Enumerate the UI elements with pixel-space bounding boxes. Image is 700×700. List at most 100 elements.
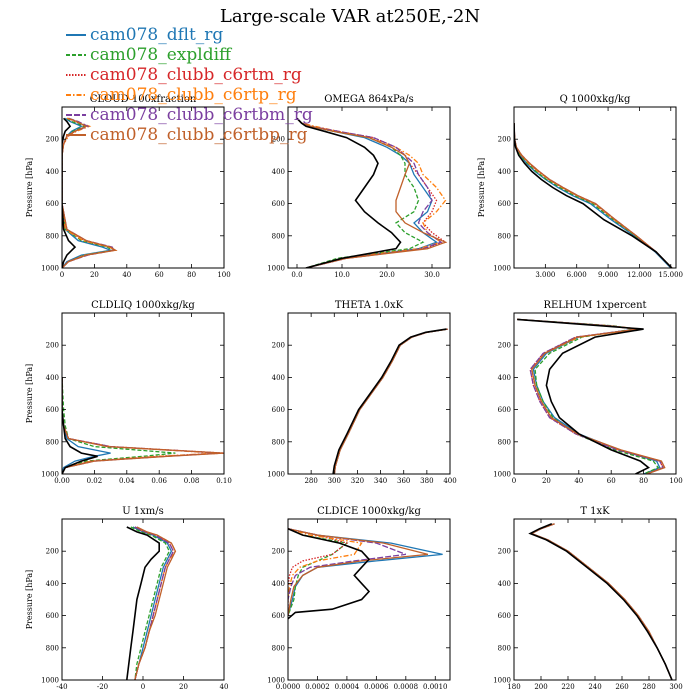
- y-tick-label: 1000: [493, 471, 511, 479]
- series-line-cam078_clubb_c6rtp_rg: [529, 523, 673, 680]
- y-axis-label: Pressure [hPa]: [25, 570, 34, 630]
- legend-label: cam078_clubb_c6rtbm_rg: [90, 105, 313, 125]
- plot-frame: [513, 106, 677, 269]
- x-tick-label: 80: [187, 271, 196, 279]
- chart-panel-8: 0.0000 0.0002 0.0004 0.0006 0.0008 0.0010 200 4…: [267, 506, 451, 691]
- legend-label: cam078_clubb_c6rtm_rg: [90, 65, 302, 85]
- y-tick-label: 1000: [41, 677, 59, 685]
- chart-panel-4: 0.00 0.02 0.04 0.06 0.08 0.10 200 400 600 800 1000…: [25, 300, 232, 485]
- y-tick-label: 1000: [41, 265, 59, 273]
- x-tick-label: 100: [217, 271, 230, 279]
- panel-title: U 1xm/s: [122, 506, 164, 517]
- y-tick-label: 200: [272, 136, 285, 144]
- y-tick-label: 800: [498, 438, 511, 446]
- chart-panel-9: 180 200 220 240 260 280 300 200 400 600 800 1000 T 1…: [493, 506, 683, 691]
- curves: [332, 328, 448, 474]
- panel-title: CLOUD 100xfraction: [90, 94, 197, 105]
- x-tick-label: 360: [397, 477, 410, 485]
- series-line-cam078_clubb_c6rtbp_rg: [296, 117, 448, 268]
- y-tick-label: 400: [498, 168, 511, 176]
- curves: [528, 523, 673, 680]
- panels-grid: 0 20 40 60 80 100 200 400 600 800 1000 CLOUD 100xfr…: [25, 94, 683, 691]
- x-tick-label: 100: [669, 477, 682, 485]
- chart-panel-2: 0.0 10.0 20.0 30.0 200 400 600 800 1000 OMEGA 864…: [267, 94, 451, 279]
- panel-title: T 1xK: [580, 506, 610, 517]
- series-line-unlabeled: [62, 377, 98, 474]
- series-line-cam078_expldiff: [130, 526, 171, 680]
- series-line-cam078_expldiff: [296, 117, 425, 268]
- legend: cam078_dflt_rgcam078_expldiffcam078_club…: [66, 25, 313, 145]
- series-line-cam078_clubb_c6rtm_rg: [529, 523, 673, 680]
- y-tick-label: 1000: [493, 265, 511, 273]
- series-line-cam078_clubb_c6rtbp_rg: [333, 328, 448, 474]
- y-tick-label: 400: [498, 580, 511, 588]
- y-tick-label: 400: [46, 374, 59, 382]
- x-tick-label: 0.00: [54, 477, 70, 485]
- y-tick-label: 1000: [41, 471, 59, 479]
- y-axis-label: Pressure [hPa]: [25, 364, 34, 424]
- x-tick-label: 9.000: [598, 271, 618, 279]
- legend-label: cam078_clubb_c6rtbp_rg: [90, 125, 308, 145]
- chart-panel-1: 0 20 40 60 80 100 200 400 600 800 1000 CLOUD 100xfr…: [25, 94, 231, 279]
- x-tick-label: 0.0002: [305, 683, 330, 691]
- legend-label: cam078_dflt_rg: [90, 25, 223, 45]
- x-tick-label: 380: [420, 477, 433, 485]
- x-tick-label: 0.0008: [394, 683, 419, 691]
- y-tick-label: 200: [46, 548, 59, 556]
- series-line-cam078_dflt_rg: [529, 523, 673, 680]
- x-tick-label: 20: [90, 271, 99, 279]
- y-tick-label: 1000: [267, 471, 285, 479]
- panel-title: OMEGA 864xPa/s: [324, 94, 414, 105]
- x-tick-label: 300: [669, 683, 682, 691]
- series-line-unlabeled: [528, 523, 673, 680]
- y-tick-label: 200: [498, 342, 511, 350]
- x-tick-label: 240: [588, 683, 601, 691]
- y-tick-label: 400: [46, 580, 59, 588]
- y-axis-label: Pressure [hPa]: [477, 158, 486, 218]
- y-tick-label: 600: [46, 612, 59, 620]
- series-line-cam078_clubb_c6rtbp_rg: [514, 123, 673, 268]
- x-tick-label: 180: [507, 683, 520, 691]
- curves: [514, 123, 673, 268]
- chart-panel-3: 3.000 6.000 9.000 12.000 15.000 200 400 600 800 1…: [477, 94, 683, 279]
- legend-label: cam078_expldiff: [90, 45, 233, 65]
- x-tick-label: 40: [220, 683, 229, 691]
- x-tick-label: 260: [615, 683, 628, 691]
- y-tick-label: 800: [272, 438, 285, 446]
- curves: [62, 377, 224, 474]
- series-line-unlabeled: [62, 117, 77, 268]
- series-line-cam078_clubb_c6rtbm_rg: [296, 117, 443, 268]
- x-tick-label: 0: [60, 271, 64, 279]
- curves: [62, 117, 118, 268]
- chart-panel-7: -40 -20 0 20 40 200 400 600 800 1000 U 1xm/s Pressu…: [25, 506, 228, 691]
- y-tick-label: 200: [46, 136, 59, 144]
- y-tick-label: 400: [272, 374, 285, 382]
- series-line-cam078_clubb_c6rtbm_rg: [529, 523, 673, 680]
- series-line-cam078_expldiff: [529, 523, 673, 680]
- x-tick-label: 280: [642, 683, 655, 691]
- chart-panel-6: 0 20 40 60 80 100 200 400 600 800 1000 RELHUM 1xper…: [493, 300, 683, 485]
- curves: [288, 527, 443, 620]
- y-tick-label: 800: [46, 232, 59, 240]
- x-tick-label: 60: [607, 477, 616, 485]
- series-line-cam078_dflt_rg: [132, 526, 173, 680]
- x-tick-label: 280: [304, 477, 317, 485]
- y-tick-label: 800: [272, 644, 285, 652]
- legend-label: cam078_clubb_c6rtp_rg: [90, 85, 297, 105]
- series-line-cam078_clubb_c6rtp_rg: [288, 528, 363, 616]
- x-tick-label: 20.0: [379, 271, 395, 279]
- y-tick-label: 1000: [267, 265, 285, 273]
- curves: [517, 318, 666, 474]
- panel-title: CLDLIQ 1000xkg/kg: [91, 300, 195, 311]
- x-tick-label: 3.000: [535, 271, 555, 279]
- series-line-unlabeled: [296, 117, 402, 268]
- x-tick-label: 40: [122, 271, 131, 279]
- y-tick-label: 600: [46, 406, 59, 414]
- series-line-cam078_clubb_c6rtp_rg: [333, 328, 448, 474]
- series-line-unlabeled: [514, 123, 673, 268]
- plot-frame: [61, 106, 225, 269]
- x-tick-label: 80: [639, 477, 648, 485]
- series-line-cam078_dflt_rg: [333, 328, 448, 474]
- y-tick-label: 600: [272, 406, 285, 414]
- x-tick-label: 220: [561, 683, 574, 691]
